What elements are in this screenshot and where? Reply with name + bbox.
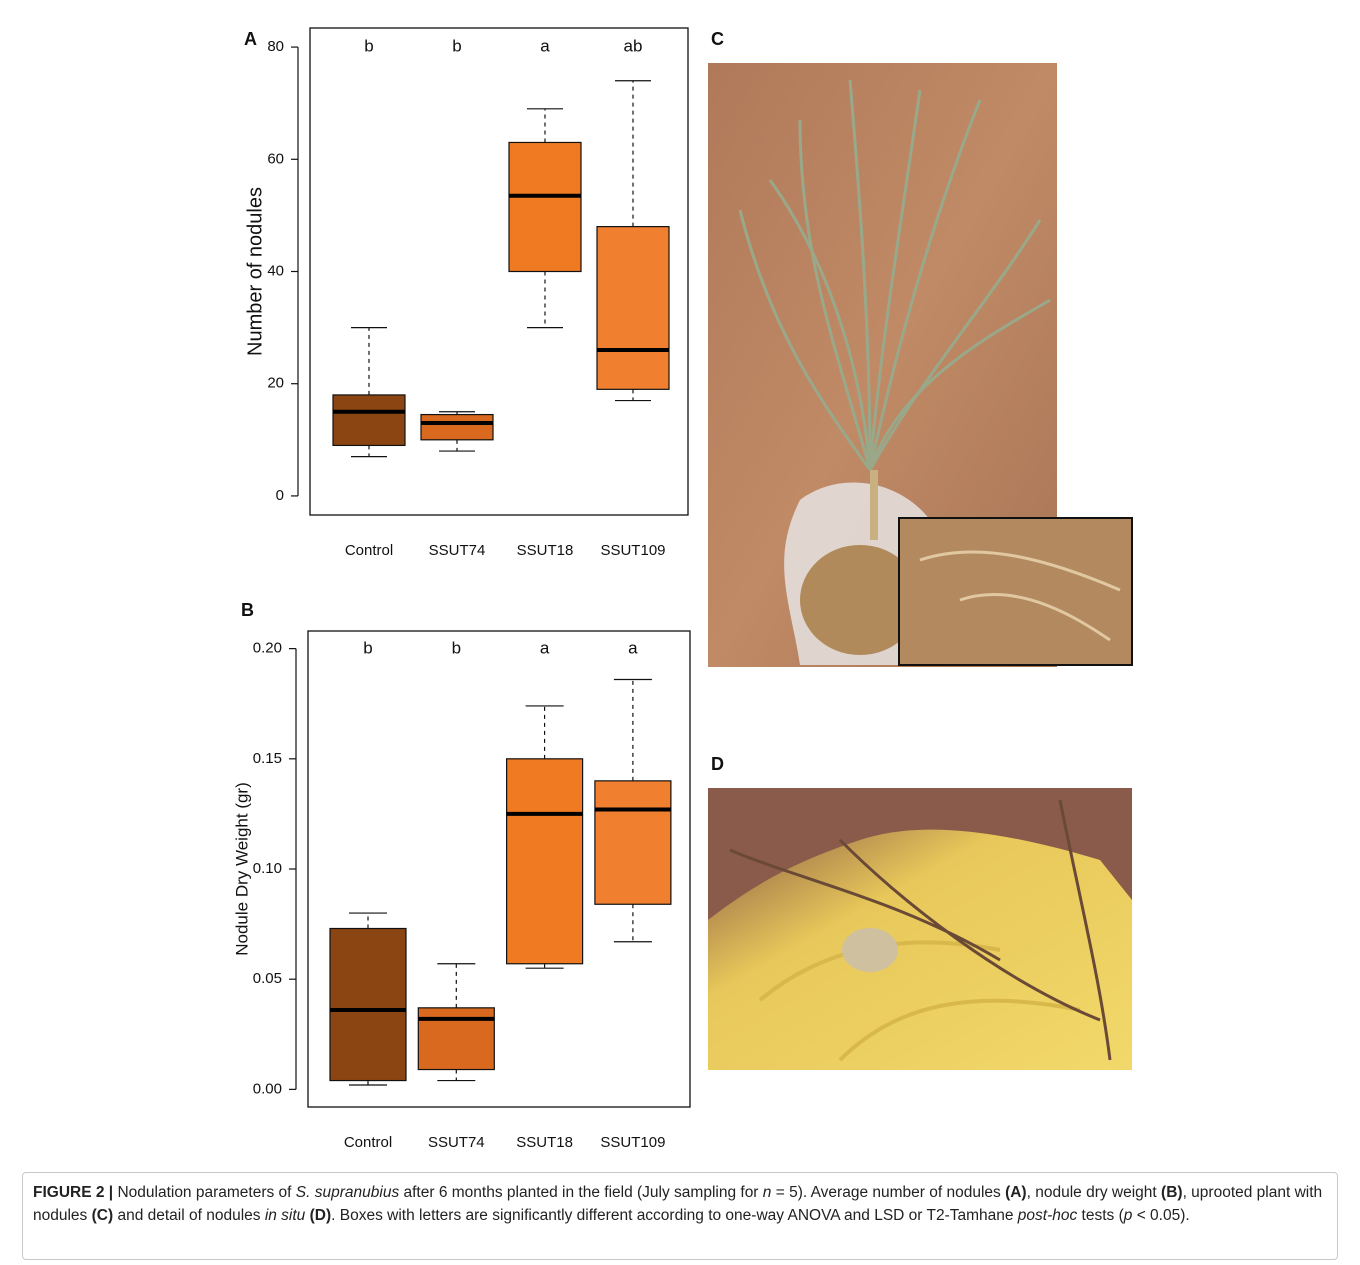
box (333, 395, 405, 445)
caption-text: (A) (1005, 1184, 1027, 1201)
panel-label: B (241, 600, 254, 620)
y-tick-label: 80 (267, 38, 284, 55)
x-tick-label: SSUT18 (516, 1134, 573, 1151)
x-tick-label: Control (344, 1134, 392, 1151)
y-axis-label: Number of nodules (244, 187, 266, 356)
x-tick-label: SSUT109 (600, 542, 665, 559)
caption-text: and detail of nodules (113, 1207, 265, 1224)
caption: FIGURE 2 | Nodulation parameters of S. s… (22, 1172, 1338, 1260)
caption-text: = 5). Average number of nodules (771, 1184, 1005, 1201)
caption-text: . Boxes with letters are significantly d… (331, 1207, 1018, 1224)
figure: C D A Number of nodules 0 20 40 60 80 Control b S… (0, 0, 1360, 1170)
caption-text: post-hoc (1018, 1207, 1077, 1224)
annotation: a (628, 638, 638, 657)
annotation: b (364, 36, 373, 55)
panel-label: D (711, 754, 724, 774)
panel-label: C (711, 29, 724, 49)
y-tick-label: 40 (267, 262, 284, 279)
photo-c (708, 63, 1132, 667)
annotation: a (540, 638, 550, 657)
caption-text: < 0.05). (1132, 1207, 1189, 1224)
y-tick-label: 20 (267, 375, 284, 392)
box (597, 227, 669, 390)
box (421, 415, 493, 440)
box (595, 781, 671, 904)
y-tick-label: 0.20 (253, 640, 282, 657)
box (330, 929, 406, 1081)
caption-text: after 6 months planted in the field (Jul… (399, 1184, 763, 1201)
caption-text: in situ (265, 1207, 306, 1224)
caption-text: S. supranubius (296, 1184, 399, 1201)
y-axis-label: Nodule Dry Weight (gr) (232, 782, 251, 956)
box (509, 142, 581, 271)
caption-text: tests ( (1077, 1207, 1124, 1224)
caption-text: (C) (92, 1207, 114, 1224)
annotation: ab (624, 36, 643, 55)
x-tick-label: SSUT74 (429, 542, 486, 559)
y-tick-label: 0.05 (253, 970, 282, 987)
caption-text: FIGURE 2 | (33, 1184, 113, 1201)
caption-text: (D) (305, 1207, 331, 1224)
caption-text: Nodulation parameters of (113, 1184, 296, 1201)
y-tick-label: 0.00 (253, 1080, 282, 1097)
caption-text: (B) (1161, 1184, 1183, 1201)
y-tick-label: 60 (267, 150, 284, 167)
y-tick-label: 0 (276, 487, 284, 504)
x-tick-label: SSUT74 (428, 1134, 485, 1151)
panel-label: A (244, 29, 257, 49)
x-tick-label: SSUT18 (517, 542, 574, 559)
y-tick-label: 0.10 (253, 860, 282, 877)
annotation: b (363, 638, 372, 657)
caption-text: , nodule dry weight (1027, 1184, 1161, 1201)
x-tick-label: Control (345, 542, 393, 559)
x-tick-label: SSUT109 (600, 1134, 665, 1151)
y-tick-label: 0.15 (253, 750, 282, 767)
box (507, 759, 583, 964)
annotation: b (452, 36, 461, 55)
annotation: a (540, 36, 550, 55)
annotation: b (452, 638, 461, 657)
page: C D A Number of nodules 0 20 40 60 80 Control b S… (0, 0, 1360, 1265)
photo-d (708, 788, 1132, 1070)
